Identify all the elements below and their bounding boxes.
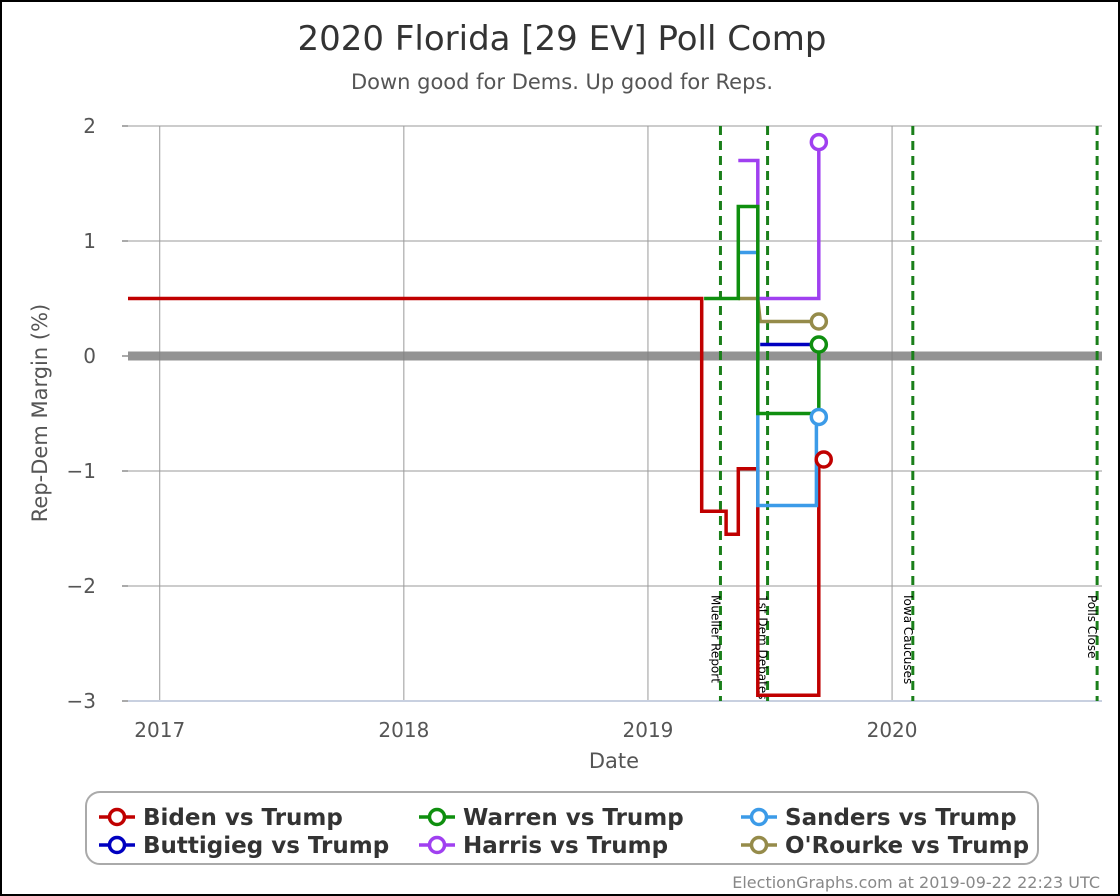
- grid: [128, 125, 1102, 702]
- series-lines: [128, 132, 833, 698]
- legend-label: O'Rourke vs Trump: [785, 833, 1029, 859]
- x-tick-label: 2020: [867, 718, 918, 742]
- x-tick-label: 2019: [623, 718, 674, 742]
- legend-label: Sanders vs Trump: [785, 805, 1017, 831]
- series-line: [738, 142, 821, 301]
- y-tick-label: −3: [67, 689, 96, 713]
- series-line: [128, 296, 824, 698]
- legend-label: Biden vs Trump: [143, 805, 343, 831]
- y-tick-label: 1: [83, 229, 96, 253]
- legend-swatch-marker: [749, 835, 769, 855]
- y-axis-label: Rep-Dem Margin (%): [28, 304, 52, 522]
- legend-swatch-marker: [107, 807, 127, 827]
- series-end-marker: [809, 132, 829, 152]
- x-axis-label: Date: [589, 749, 639, 773]
- y-tick-label: 2: [83, 114, 96, 138]
- series-end-marker: [814, 450, 833, 469]
- legend-label: Harris vs Trump: [463, 833, 668, 859]
- y-tick-label: −2: [67, 574, 96, 598]
- legend-label: Buttigieg vs Trump: [143, 833, 389, 859]
- footer-credit: ElectionGraphs.com at 2019-09-22 22:23 U…: [732, 873, 1100, 892]
- legend-label: Warren vs Trump: [463, 805, 684, 831]
- legend-box: [85, 791, 1039, 865]
- event-label: Mueller Report: [708, 595, 722, 683]
- series-end-marker: [809, 312, 829, 331]
- y-tick-label: 0: [83, 344, 96, 368]
- legend-swatch-marker: [749, 807, 769, 827]
- x-tick-label: 2017: [134, 718, 185, 742]
- series-line: [738, 296, 819, 324]
- legend-swatch-marker: [427, 807, 447, 827]
- chart-title: 2020 Florida [29 EV] Poll Comp: [298, 19, 827, 59]
- legend-swatch-marker: [427, 835, 447, 855]
- legend-swatch-marker: [107, 835, 127, 855]
- event-label: Polls Close: [1085, 595, 1099, 659]
- series-end-marker: [809, 335, 829, 354]
- legend: Biden vs Trump Warren vs Trump Sanders vs …: [85, 791, 1039, 865]
- event-label: Iowa Caucuses: [901, 595, 915, 684]
- series-end-marker: [809, 407, 829, 427]
- y-tick-label: −1: [67, 459, 96, 483]
- chart-subtitle: Down good for Dems. Up good for Reps.: [351, 70, 773, 94]
- x-tick-label: 2018: [378, 718, 429, 742]
- axis-ticks: 2 1 0 −1 −2 −3 2017 2018 2019 2020: [67, 114, 918, 742]
